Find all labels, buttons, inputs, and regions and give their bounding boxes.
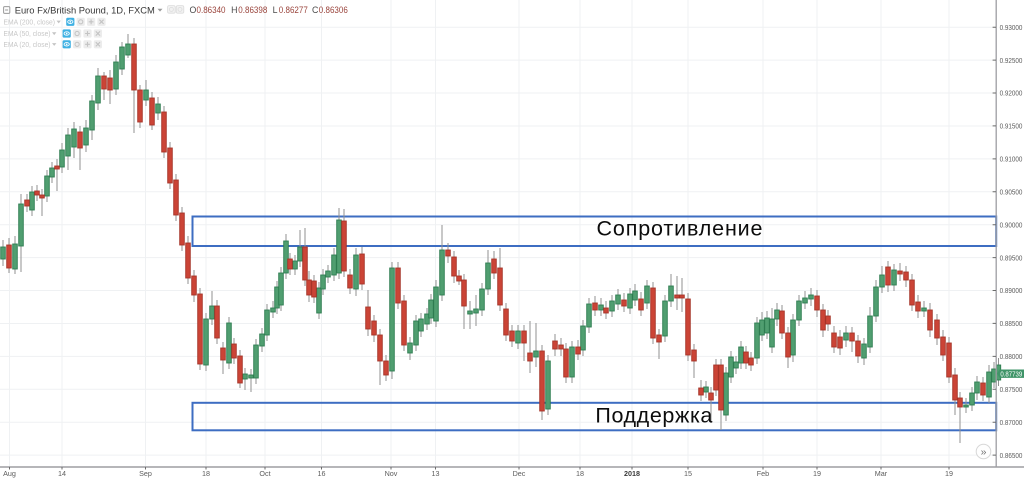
svg-text:0.90000: 0.90000 <box>1000 220 1023 229</box>
svg-text:0.87500: 0.87500 <box>1000 385 1023 394</box>
svg-text:19: 19 <box>945 469 953 478</box>
svg-text:EMA (200, close): EMA (200, close) <box>4 17 56 26</box>
svg-text:13: 13 <box>432 469 440 478</box>
svg-text:0.91500: 0.91500 <box>1000 122 1023 131</box>
svg-text:18: 18 <box>576 469 584 478</box>
svg-text:Dec: Dec <box>513 469 526 478</box>
svg-text:14: 14 <box>58 469 66 478</box>
svg-text:L: L <box>273 5 278 15</box>
svg-text:0.88000: 0.88000 <box>1000 352 1023 361</box>
svg-text:0.93000: 0.93000 <box>1000 23 1023 32</box>
svg-text:16: 16 <box>318 469 326 478</box>
svg-text:0.89500: 0.89500 <box>1000 253 1023 262</box>
svg-text:Euro Fx/British Pound, 1D, FXC: Euro Fx/British Pound, 1D, FXCM <box>15 4 155 15</box>
svg-text:0.86500: 0.86500 <box>1000 451 1023 460</box>
svg-text:15: 15 <box>684 469 692 478</box>
svg-text:Feb: Feb <box>757 469 769 478</box>
svg-text:0.87000: 0.87000 <box>1000 418 1023 427</box>
svg-text:»: » <box>981 446 987 458</box>
svg-text:0.92000: 0.92000 <box>1000 89 1023 98</box>
svg-text:Oct: Oct <box>259 469 270 478</box>
svg-text:Mar: Mar <box>875 469 888 478</box>
svg-text:0.89000: 0.89000 <box>1000 286 1023 295</box>
svg-text:0.91000: 0.91000 <box>1000 155 1023 164</box>
svg-text:0.86340: 0.86340 <box>197 5 226 15</box>
svg-text:0.90500: 0.90500 <box>1000 188 1023 197</box>
svg-text:Nov: Nov <box>385 469 398 478</box>
svg-text:0.86398: 0.86398 <box>238 5 267 15</box>
svg-text:0.87739: 0.87739 <box>1000 369 1022 378</box>
svg-text:18: 18 <box>202 469 210 478</box>
svg-text:0.88500: 0.88500 <box>1000 319 1023 328</box>
svg-text:Поддержка: Поддержка <box>595 403 712 427</box>
svg-text:O: O <box>190 5 197 15</box>
svg-text:H: H <box>231 5 237 15</box>
svg-text:EMA (20, close): EMA (20, close) <box>4 40 51 49</box>
svg-text:Сопротивление: Сопротивление <box>597 217 763 241</box>
svg-text:0.92500: 0.92500 <box>1000 56 1023 65</box>
svg-text:Sep: Sep <box>139 469 152 478</box>
svg-text:EMA (50, close): EMA (50, close) <box>4 29 51 38</box>
svg-text:0.86306: 0.86306 <box>319 5 348 15</box>
svg-text:C: C <box>312 5 319 15</box>
svg-text:2018: 2018 <box>624 469 640 478</box>
svg-text:19: 19 <box>813 469 821 478</box>
svg-text:0.86277: 0.86277 <box>279 5 308 15</box>
svg-text:Aug: Aug <box>3 469 16 478</box>
